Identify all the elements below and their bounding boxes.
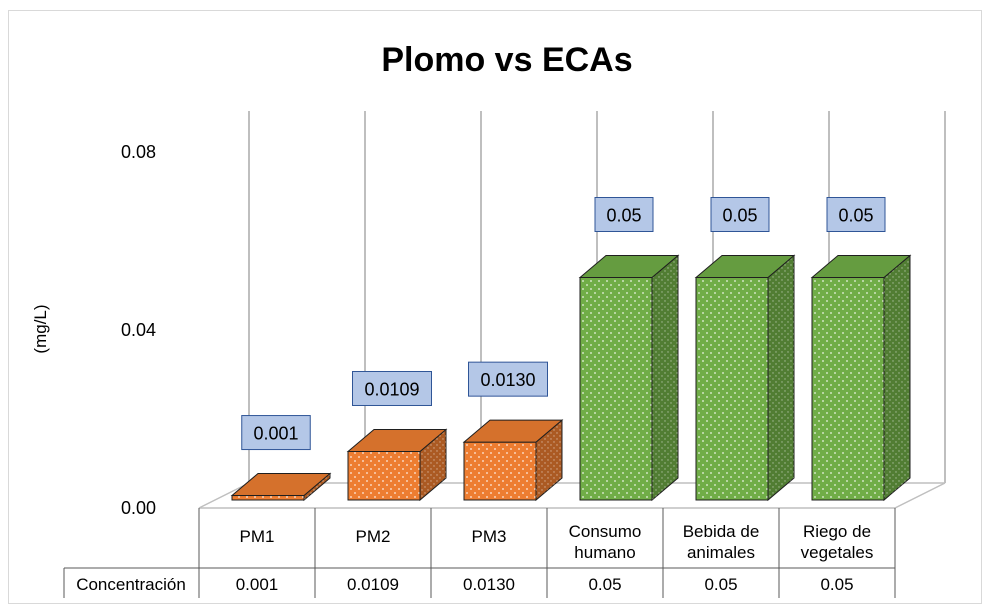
table-value: 0.0130 — [463, 575, 515, 594]
bar-6 — [810, 254, 912, 502]
table-value: 0.05 — [704, 575, 737, 594]
bar-side-pattern — [536, 420, 562, 500]
table-value: 0.001 — [236, 575, 279, 594]
bar-front-pattern — [348, 451, 420, 500]
y-tick-label: 0.08 — [121, 142, 156, 162]
chart-title: Plomo vs ECAs — [381, 41, 632, 79]
table-value: 0.05 — [820, 575, 853, 594]
chart-frame: Plomo vs ECAs 0.00 0.04 0.08 PM1 PM2 PM3 Cons… — [8, 10, 982, 604]
bar-5 — [694, 254, 796, 502]
x-category-label: vegetales — [801, 543, 874, 562]
data-label-6: 0.05 — [826, 197, 886, 232]
bar-front-pattern — [580, 277, 652, 500]
bar-4 — [578, 254, 680, 502]
x-category-label: humano — [574, 543, 635, 562]
data-label-1: 0.001 — [241, 415, 311, 451]
x-category-label: PM1 — [240, 527, 275, 546]
bar-side-pattern — [652, 255, 678, 500]
bar-front-pattern — [232, 495, 304, 500]
data-label-box — [710, 197, 770, 232]
bar-top — [462, 419, 564, 443]
data-label-5: 0.05 — [710, 197, 770, 232]
bar-top — [230, 473, 332, 497]
table-series-name: Concentración — [76, 575, 186, 594]
data-label-box — [826, 197, 886, 232]
y-tick-label: 0.04 — [121, 320, 156, 340]
bar-front-pattern — [696, 277, 768, 500]
data-label-text: 0.05 — [838, 206, 873, 226]
data-label-box — [594, 197, 654, 232]
x-category-label: PM3 — [472, 527, 507, 546]
x-category-label: PM2 — [356, 527, 391, 546]
data-label-text: 0.05 — [606, 206, 641, 226]
bar-top — [694, 255, 796, 278]
y-axis-label: (mg/L) — [31, 304, 50, 353]
bar-side-pattern — [884, 255, 910, 500]
bar-side-pattern — [304, 473, 330, 500]
x-category-label: Riego de — [803, 522, 871, 541]
data-label-text: 0.001 — [253, 424, 298, 444]
bar-front-pattern — [812, 277, 884, 500]
bar-side-pattern — [420, 429, 446, 500]
chart-svg: Plomo vs ECAs 0.00 0.04 0.08 PM1 PM2 PM3 Cons… — [31, 41, 946, 598]
bar-1 — [230, 472, 332, 502]
data-label-box — [352, 370, 432, 406]
data-label-text: 0.0109 — [364, 379, 419, 399]
floor-edge-left — [198, 482, 250, 509]
data-label-3: 0.0130 — [468, 361, 548, 397]
x-category-label: Bebida de — [683, 522, 760, 541]
bar-top — [578, 255, 680, 278]
data-label-2: 0.0109 — [352, 370, 432, 406]
bar-top — [346, 428, 448, 452]
data-label-box — [468, 361, 548, 397]
data-label-4: 0.05 — [594, 197, 654, 232]
x-category-label: animales — [687, 543, 755, 562]
bar-2 — [346, 428, 448, 502]
data-label-box — [241, 415, 311, 451]
table-value: 0.05 — [588, 575, 621, 594]
data-label-text: 0.0130 — [480, 370, 535, 390]
x-category-label: Consumo — [569, 522, 642, 541]
bar-front-pattern — [464, 442, 536, 500]
bar-3 — [462, 419, 564, 502]
y-tick-label: 0.00 — [121, 498, 156, 518]
data-label-text: 0.05 — [722, 206, 757, 226]
floor-edge-right — [894, 482, 946, 509]
bar-side-pattern — [768, 255, 794, 500]
table-value: 0.0109 — [347, 575, 399, 594]
bar-top — [810, 255, 912, 278]
